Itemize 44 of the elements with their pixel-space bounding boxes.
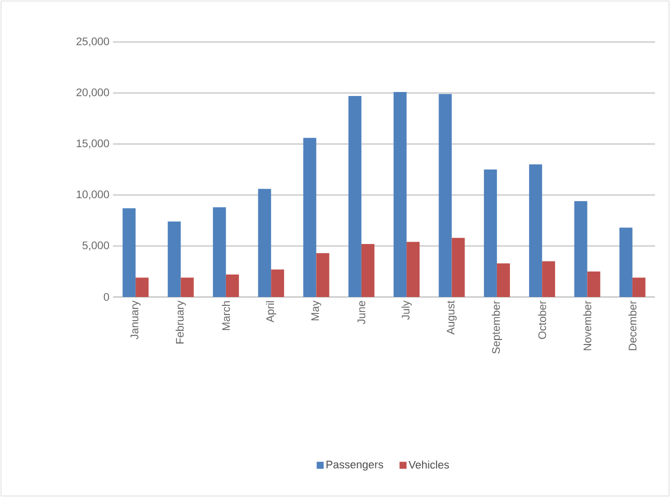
bar	[361, 244, 374, 297]
y-tick-label: 0	[104, 293, 110, 301]
bar	[271, 269, 284, 297]
x-tick-label: August	[446, 300, 457, 335]
bar	[574, 201, 588, 297]
x-tick-label: April	[266, 301, 276, 322]
legend-label: Passengers	[326, 460, 384, 471]
x-tick-label: June	[358, 300, 366, 324]
bar	[168, 222, 181, 297]
x-tick-label: September	[492, 300, 502, 354]
x-tick-label: March	[222, 301, 230, 330]
bar	[587, 271, 600, 297]
y-tick-label: 20,000	[76, 88, 110, 98]
y-tick-label: 25,000	[76, 37, 110, 47]
bar	[303, 138, 316, 297]
x-tick-label: January	[130, 300, 140, 340]
bar	[212, 207, 226, 297]
bar	[348, 96, 362, 297]
bar	[136, 278, 149, 297]
bar	[619, 228, 632, 297]
bar	[484, 169, 497, 297]
y-tick-label: 5,000	[82, 241, 110, 251]
bar	[226, 274, 239, 297]
bar	[406, 242, 420, 297]
bar	[258, 188, 272, 297]
bar	[452, 238, 465, 297]
y-tick-label: 15,000	[76, 139, 110, 149]
bar	[542, 261, 556, 297]
y-tick-label: 10,000	[76, 190, 110, 200]
bar	[438, 94, 452, 297]
bar	[316, 253, 330, 297]
bar	[496, 263, 510, 297]
legend-label: Vehicles	[408, 460, 449, 469]
x-tick-label: May	[311, 300, 322, 320]
x-tick-label: December	[628, 300, 636, 350]
bar	[632, 278, 646, 297]
bar	[394, 92, 407, 297]
bar	[529, 164, 542, 297]
x-tick-label: July	[401, 300, 412, 320]
x-tick-label: February	[176, 300, 186, 344]
bar	[180, 278, 194, 297]
x-tick-label: November	[583, 300, 592, 350]
x-tick-label: October	[538, 300, 546, 339]
bar	[122, 208, 136, 297]
